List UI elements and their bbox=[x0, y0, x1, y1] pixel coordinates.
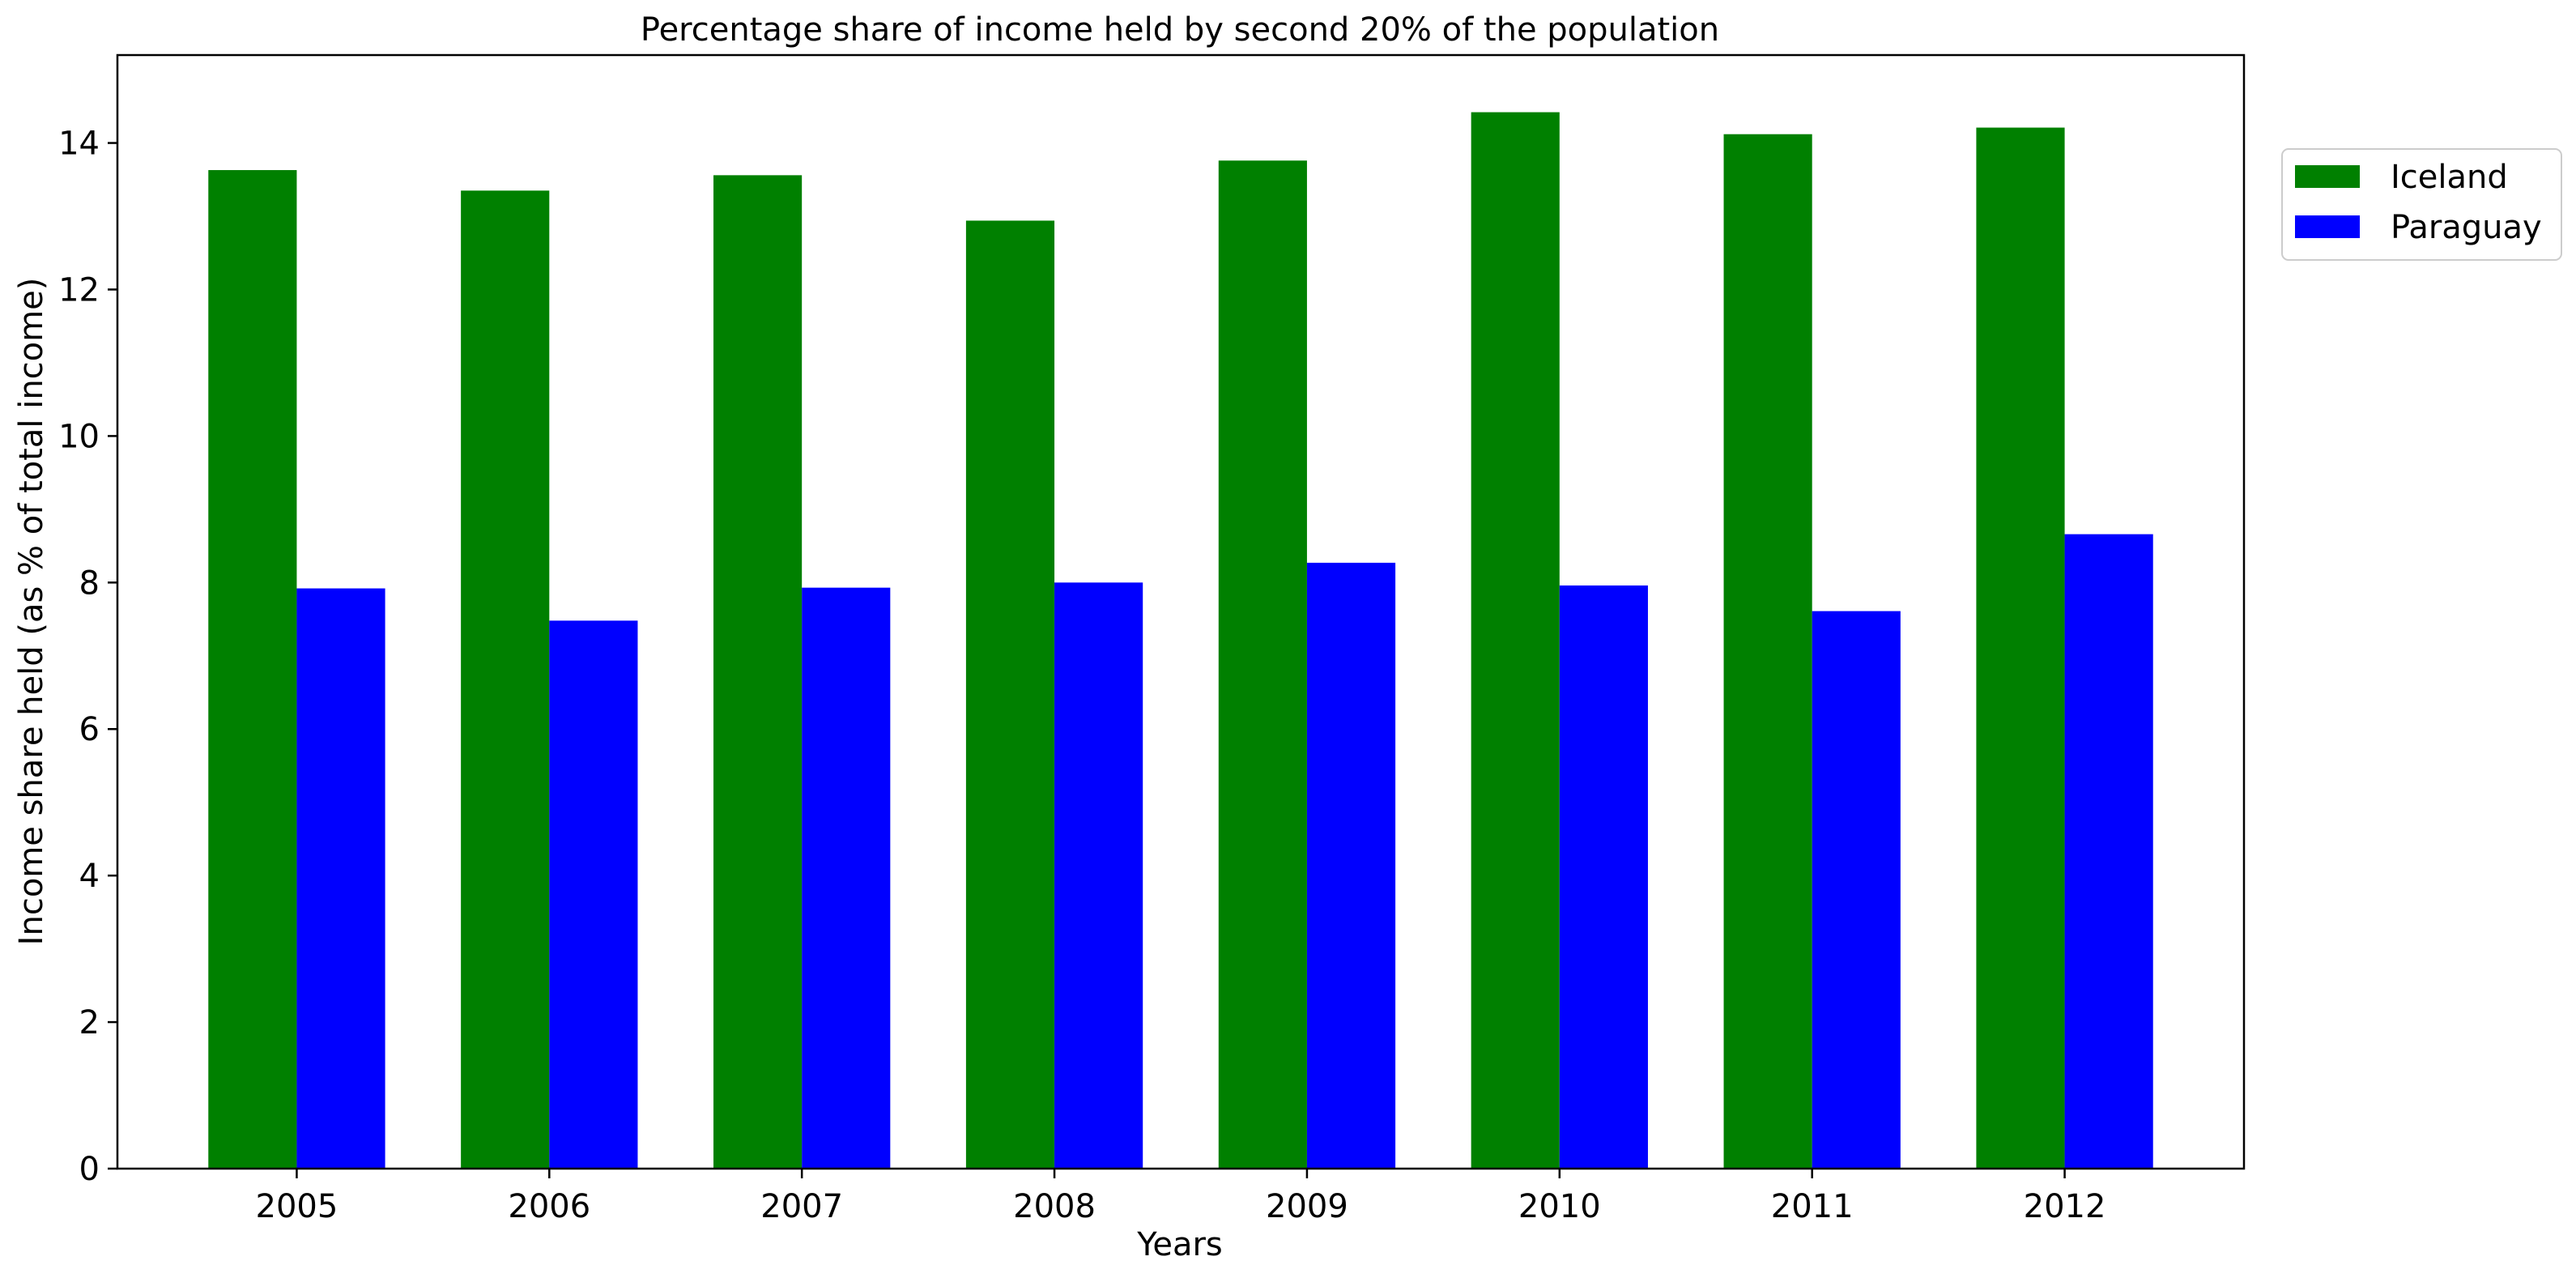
x-axis-label: Years bbox=[1136, 1226, 1223, 1263]
bar-paraguay-2011 bbox=[1812, 611, 1901, 1169]
y-tick-label-6: 6 bbox=[79, 711, 100, 748]
legend-swatch-iceland bbox=[2295, 165, 2360, 188]
bar-paraguay-2007 bbox=[802, 587, 891, 1169]
y-tick-label-4: 4 bbox=[79, 858, 100, 895]
x-axis: 2005 2006 2007 2008 2009 2010 2011 2012 bbox=[256, 1169, 2106, 1225]
bar-iceland-2007 bbox=[713, 175, 803, 1169]
chart-title: Percentage share of income held by secon… bbox=[641, 11, 1719, 49]
y-axis: 0 2 4 6 8 10 12 14 bbox=[58, 126, 117, 1188]
legend: Iceland Paraguay bbox=[2281, 148, 2562, 261]
bar-iceland-2010 bbox=[1471, 112, 1560, 1169]
x-tick-label-2009: 2009 bbox=[1266, 1188, 1348, 1225]
bar-paraguay-2009 bbox=[1306, 562, 1396, 1169]
bar-paraguay-2012 bbox=[2064, 534, 2153, 1169]
y-axis-label: Income share held (as % of total income) bbox=[13, 278, 50, 946]
y-tick-label-12: 12 bbox=[58, 271, 100, 309]
bar-iceland-2008 bbox=[965, 220, 1055, 1169]
x-tick-label-2006: 2006 bbox=[508, 1188, 590, 1225]
x-tick-label-2007: 2007 bbox=[760, 1188, 843, 1225]
y-tick-label-14: 14 bbox=[58, 126, 100, 163]
x-tick-label-2011: 2011 bbox=[1771, 1188, 1854, 1225]
legend-label-iceland: Iceland bbox=[2391, 159, 2508, 196]
bar-iceland-2005 bbox=[208, 170, 297, 1169]
plot-area bbox=[208, 112, 2153, 1169]
y-tick-label-8: 8 bbox=[79, 564, 100, 602]
bar-iceland-2006 bbox=[461, 190, 550, 1169]
legend-swatch-paraguay bbox=[2295, 215, 2360, 238]
y-tick-label-0: 0 bbox=[79, 1151, 100, 1188]
x-tick-label-2012: 2012 bbox=[2024, 1188, 2106, 1225]
x-tick-label-2010: 2010 bbox=[1518, 1188, 1601, 1225]
bar-paraguay-2006 bbox=[549, 620, 638, 1169]
legend-label-paraguay: Paraguay bbox=[2391, 209, 2542, 246]
bar-paraguay-2008 bbox=[1054, 582, 1143, 1169]
plot-frame bbox=[116, 53, 2246, 1170]
y-tick-label-2: 2 bbox=[79, 1004, 100, 1041]
x-tick-label-2008: 2008 bbox=[1013, 1188, 1096, 1225]
bar-iceland-2012 bbox=[1976, 127, 2065, 1169]
bar-iceland-2011 bbox=[1723, 134, 1812, 1169]
x-tick-label-2005: 2005 bbox=[256, 1188, 338, 1225]
bar-iceland-2009 bbox=[1218, 160, 1307, 1169]
bar-paraguay-2005 bbox=[296, 588, 385, 1169]
bar-paraguay-2010 bbox=[1559, 585, 1648, 1169]
y-tick-label-10: 10 bbox=[58, 418, 100, 455]
